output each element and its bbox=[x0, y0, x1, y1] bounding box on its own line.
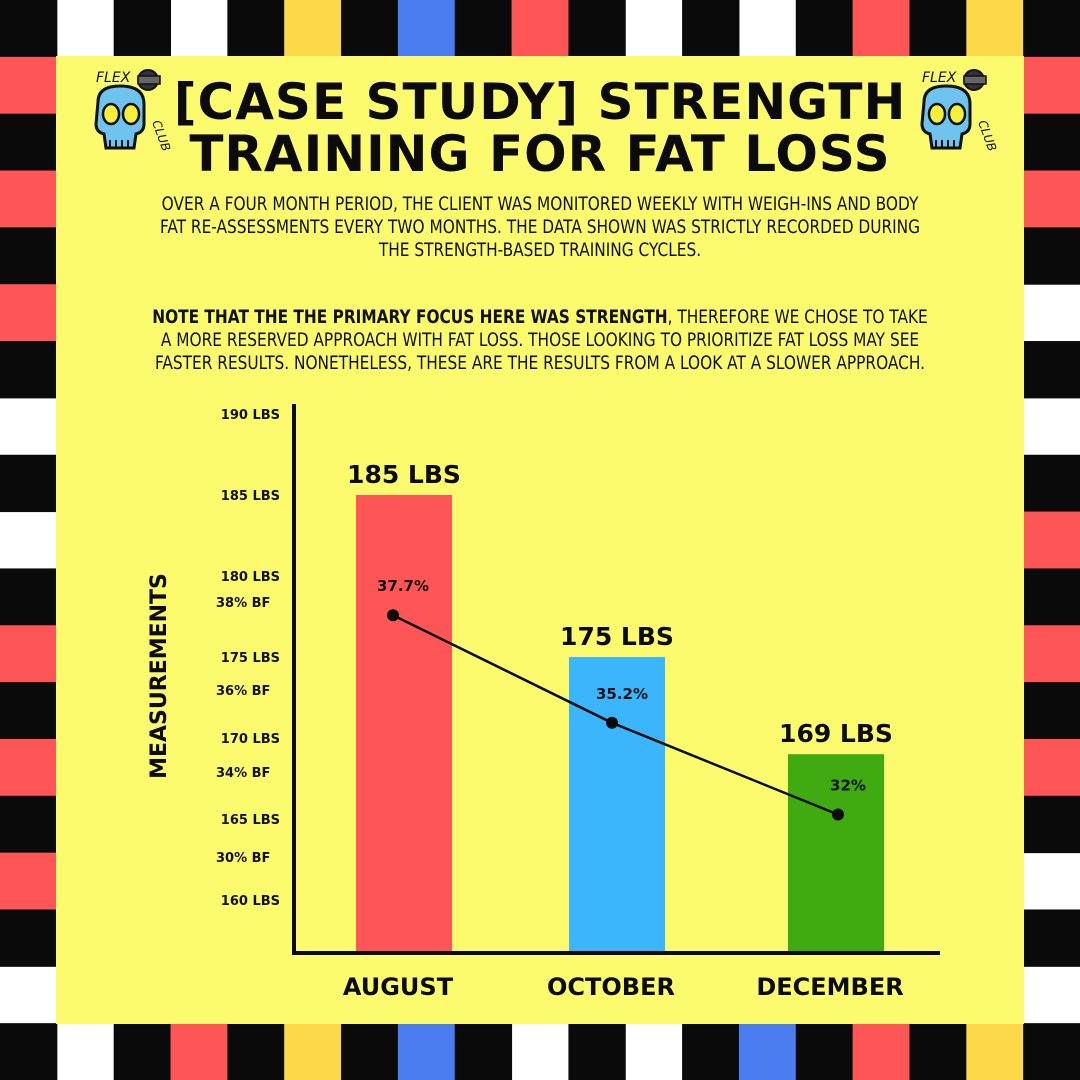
checker-tile bbox=[0, 454, 58, 513]
checker-tile bbox=[738, 1023, 797, 1080]
checker-tile bbox=[0, 738, 58, 797]
logo-text-flex: FLEX bbox=[922, 70, 957, 86]
checker-tile bbox=[1023, 454, 1080, 513]
bodyfat-point bbox=[832, 808, 844, 821]
description-rest: , THEREFORE WE CHOSE TO TAKE A MORE RESE… bbox=[154, 307, 928, 374]
checker-tile bbox=[341, 0, 399, 58]
bodyfat-point bbox=[606, 716, 618, 729]
bodyfat-tick-label: 38% BF bbox=[216, 596, 270, 611]
checker-tile bbox=[454, 1023, 513, 1080]
checker-tile bbox=[1023, 341, 1080, 399]
weight-tick-label: 185 LBS bbox=[221, 489, 280, 504]
checker-tile bbox=[170, 1023, 228, 1080]
x-tick-label: OCTOBER bbox=[547, 973, 675, 1001]
x-tick-label: AUGUST bbox=[343, 973, 454, 1001]
checker-tile bbox=[0, 909, 58, 967]
checker-tile bbox=[511, 0, 569, 58]
checker-tile bbox=[795, 1023, 854, 1080]
description-emphasis: NOTE THAT THE THE PRIMARY FOCUS HERE WAS… bbox=[152, 307, 668, 328]
y-axis-label: MEASUREMENTS bbox=[147, 573, 172, 779]
flex-club-logo-icon: FLEX CLUB bbox=[920, 69, 999, 153]
checker-tile bbox=[284, 0, 342, 58]
checker-tile bbox=[227, 1023, 285, 1080]
checker-tile bbox=[1023, 0, 1080, 58]
checker-tile bbox=[0, 568, 58, 626]
bar-december bbox=[788, 754, 884, 953]
weight-tick-label: 170 LBS bbox=[221, 732, 280, 747]
bar-august bbox=[356, 495, 452, 953]
bodyfat-tick-label: 36% BF bbox=[216, 684, 270, 699]
checker-tile bbox=[0, 341, 58, 399]
checker-tile bbox=[0, 852, 58, 910]
checker-tile bbox=[397, 1023, 456, 1080]
checker-tile bbox=[682, 1023, 740, 1080]
bodyfat-value-label: 35.2% bbox=[596, 685, 648, 703]
checker-tile bbox=[0, 170, 58, 228]
checker-tile bbox=[909, 1023, 967, 1080]
bodyfat-point bbox=[387, 609, 399, 622]
checker-tile bbox=[341, 1023, 399, 1080]
bar-value-label: 185 LBS bbox=[347, 460, 461, 489]
title-line-1: [CASE STUDY] STRENGTH bbox=[173, 73, 907, 131]
bodyfat-value-label: 32% bbox=[830, 777, 866, 795]
checker-tile bbox=[852, 0, 910, 58]
bar-value-label: 169 LBS bbox=[779, 719, 893, 748]
weight-tick-label: 165 LBS bbox=[221, 813, 280, 828]
weight-tick-label: 160 LBS bbox=[221, 894, 280, 909]
checker-tile bbox=[568, 0, 626, 58]
logo-text-flex: FLEX bbox=[96, 70, 131, 86]
bodyfat-value-label: 37.7% bbox=[377, 577, 429, 595]
title-line-2: TRAINING FOR FAT LOSS bbox=[189, 125, 891, 183]
checker-tile bbox=[852, 1023, 910, 1080]
checker-tile bbox=[0, 56, 58, 115]
flex-club-logo-icon: FLEX CLUB bbox=[94, 69, 173, 153]
checker-tile bbox=[1023, 738, 1080, 797]
weight-tick-label: 190 LBS bbox=[221, 408, 280, 423]
checker-tile bbox=[0, 795, 58, 854]
checker-tile bbox=[1023, 511, 1080, 569]
checker-tile bbox=[966, 1023, 1024, 1080]
description-paragraph-1: OVER A FOUR MONTH PERIOD, THE CLIENT WAS… bbox=[159, 194, 921, 261]
checker-tile bbox=[1023, 170, 1080, 228]
checker-tile bbox=[568, 1023, 626, 1080]
description-paragraph-2: NOTE THAT THE THE PRIMARY FOCUS HERE WAS… bbox=[150, 306, 930, 375]
checker-tile bbox=[0, 1023, 58, 1080]
checker-tile bbox=[795, 0, 854, 58]
checker-tile bbox=[966, 0, 1024, 58]
checker-tile bbox=[397, 0, 456, 58]
checker-tile bbox=[1023, 795, 1080, 854]
checker-tile bbox=[0, 682, 58, 740]
checker-tile bbox=[227, 0, 285, 58]
checker-tile bbox=[1023, 56, 1080, 115]
checker-tile bbox=[1023, 568, 1080, 626]
checker-tile bbox=[1023, 113, 1080, 172]
checker-tile bbox=[284, 1023, 342, 1080]
checker-tile bbox=[1023, 625, 1080, 683]
checker-tile bbox=[1023, 909, 1080, 967]
checker-tile bbox=[454, 0, 513, 58]
checker-tile bbox=[113, 0, 172, 58]
weight-tick-label: 180 LBS bbox=[221, 570, 280, 585]
bar-value-label: 175 LBS bbox=[560, 622, 674, 651]
checker-tile bbox=[682, 0, 740, 58]
checker-tile bbox=[113, 1023, 172, 1080]
checker-tile bbox=[1023, 227, 1080, 285]
checker-tile bbox=[0, 284, 58, 342]
weight-tick-label: 175 LBS bbox=[221, 651, 280, 666]
checker-tile bbox=[0, 625, 58, 683]
bar-october bbox=[569, 657, 665, 953]
checker-tile bbox=[909, 0, 967, 58]
checker-tile bbox=[1023, 1023, 1080, 1080]
bodyfat-tick-label: 30% BF bbox=[216, 851, 270, 866]
checker-tile bbox=[1023, 682, 1080, 740]
checker-tile bbox=[0, 0, 58, 58]
bodyfat-tick-label: 34% BF bbox=[216, 766, 270, 781]
x-tick-label: DECEMBER bbox=[756, 973, 903, 1001]
checker-tile bbox=[0, 227, 58, 285]
checker-tile bbox=[0, 113, 58, 172]
